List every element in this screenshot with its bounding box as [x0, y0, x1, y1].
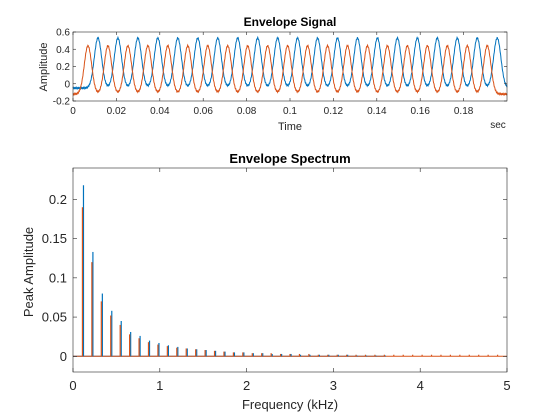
envelope-spectrum-xtick-label: 5: [503, 378, 510, 393]
envelope-signal-xtick-label: 0.08: [237, 106, 257, 117]
envelope-signal-xticks: 0 0.02 0.04 0.06 0.08 0.1 0.12 0.14 0.16 0.18: [70, 32, 474, 117]
envelope-spectrum-ylabel: Peak Amplitude: [21, 227, 36, 317]
envelope-signal-xtick-label: 0.12: [324, 106, 344, 117]
envelope-signal-xtick-label: 0: [70, 106, 76, 117]
envelope-signal-series-1: [72, 35, 508, 91]
envelope-signal-ytick-label: 0.6: [56, 28, 70, 39]
envelope-signal-xtick-label: 0.04: [150, 106, 170, 117]
envelope-signal-series-2: [72, 43, 508, 97]
envelope-spectrum-xtick-label: 1: [156, 378, 163, 393]
envelope-spectrum-ytick-label: 0.2: [49, 192, 67, 207]
envelope-signal-ytick-label: 0: [64, 79, 70, 90]
envelope-signal-xtick-label: 0.16: [410, 106, 430, 117]
envelope-signal-ytick-label: -0.2: [53, 97, 71, 108]
envelope-spectrum-xtick-label: 4: [417, 378, 424, 393]
envelope-spectrum-xtick-label: 0: [69, 378, 76, 393]
envelope-spectrum-title: Envelope Spectrum: [229, 151, 350, 166]
envelope-spectrum-xlabel: Frequency (kHz): [242, 397, 338, 412]
envelope-spectrum-xtick-label: 3: [330, 378, 337, 393]
envelope-signal-x-unit: sec: [490, 120, 506, 131]
envelope-signal-xlabel: Time: [278, 121, 302, 133]
envelope-spectrum-ytick-label: 0.15: [42, 231, 67, 246]
envelope-spectrum-background: [73, 168, 507, 372]
envelope-signal-ytick-label: 0.2: [56, 62, 70, 73]
envelope-signal-background: [73, 32, 507, 101]
envelope-spectrum-plot-area: [72, 167, 508, 373]
envelope-spectrum-ytick-label: 0.1: [49, 270, 67, 285]
envelope-signal-xtick-label: 0.14: [367, 106, 387, 117]
envelope-signal-xtick-label: 0.02: [107, 106, 127, 117]
envelope-spectrum-xtick-label: 2: [243, 378, 250, 393]
envelope-spectrum-yticks: 0 0.05 0.1 0.15 0.2: [42, 192, 507, 364]
envelope-signal-axes: Envelope Signal Amplitude Time sec -0.20…: [38, 15, 508, 133]
envelope-signal-title: Envelope Signal: [244, 15, 337, 29]
envelope-signal-ytick-label: 0.4: [56, 45, 70, 56]
envelope-spectrum-axes-box: [72, 167, 508, 373]
envelope-signal-ylabel: Amplitude: [38, 43, 50, 92]
envelope-spectrum-axes: Envelope Spectrum Peak Amplitude Frequen…: [21, 151, 511, 412]
envelope-signal-xtick-label: 0.18: [454, 106, 474, 117]
envelope-signal-xtick-label: 0.1: [283, 106, 297, 117]
envelope-spectrum-ytick-label: 0.05: [42, 310, 67, 325]
envelope-signal-yticks: -0.2 0 0.2 0.4 0.6: [53, 28, 507, 108]
envelope-signal-plot-area: [72, 31, 508, 102]
envelope-spectrum-xticks: 0 1 2 3 4 5: [69, 168, 511, 393]
envelope-signal-xtick-label: 0.06: [193, 106, 213, 117]
envelope-spectrum-ytick-label: 0: [60, 349, 67, 364]
